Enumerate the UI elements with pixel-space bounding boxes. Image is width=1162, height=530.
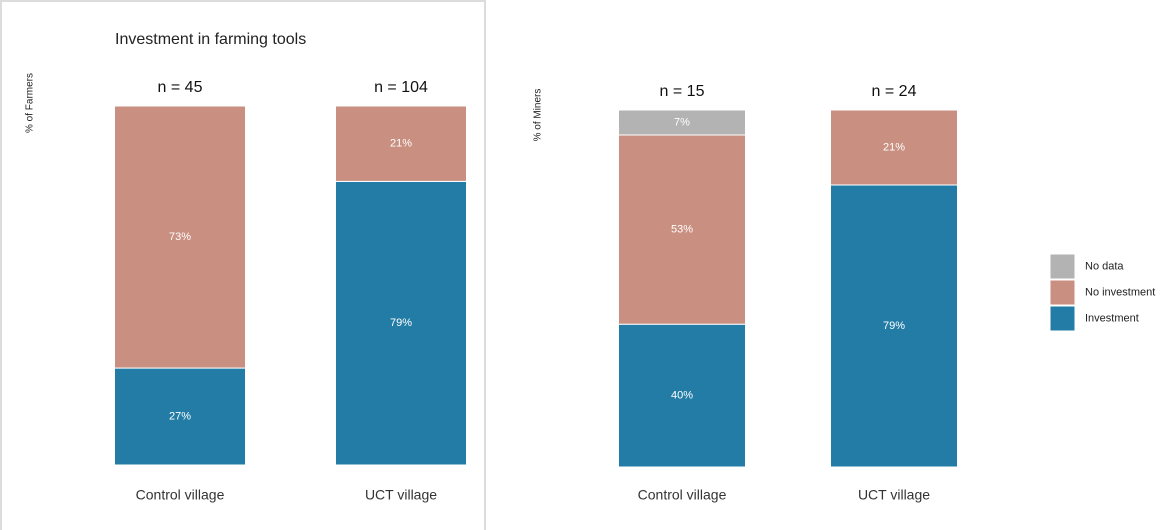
y-axis-label: % of Miners: [533, 89, 544, 142]
annotation: n = 45: [158, 79, 203, 96]
bar-segment: [830, 184, 958, 468]
bar-segment: [618, 323, 746, 468]
bar-segment: [114, 105, 246, 369]
legend-label: No data: [1085, 260, 1124, 272]
x-tick-label: UCT village: [365, 487, 437, 503]
legend-swatch: [1049, 305, 1076, 332]
value-label: 79%: [390, 317, 412, 329]
x-tick-label: Control village: [638, 487, 727, 503]
value-label: 53%: [671, 224, 693, 236]
legend-swatch: [1049, 279, 1076, 306]
x-tick-label: Control village: [136, 487, 225, 503]
value-label: 21%: [390, 138, 412, 150]
value-label: 40%: [671, 390, 693, 402]
legend-label: Investment: [1085, 312, 1139, 324]
annotation: n = 15: [660, 83, 705, 100]
value-label: 27%: [169, 410, 191, 422]
value-label: 21%: [883, 141, 905, 153]
bar-segment: [114, 367, 246, 466]
x-tick-label: UCT village: [858, 487, 930, 503]
bar-segment: [335, 105, 467, 182]
legend-label: No investment: [1085, 286, 1155, 298]
panel-border: [0, 0, 486, 530]
value-label: 73%: [169, 231, 191, 243]
value-label: 7%: [674, 116, 690, 128]
bar-segment: [618, 134, 746, 325]
bar-segment: [335, 180, 467, 466]
y-axis-label: % of Farmers: [25, 73, 36, 133]
value-label: 79%: [883, 320, 905, 332]
annotation: n = 24: [872, 83, 917, 100]
bar-segment: [618, 109, 746, 136]
annotation: n = 104: [374, 79, 428, 96]
bar-segment: [830, 109, 958, 186]
chart-title: Investment in farming tools: [115, 31, 306, 48]
legend-swatch: [1049, 253, 1076, 280]
